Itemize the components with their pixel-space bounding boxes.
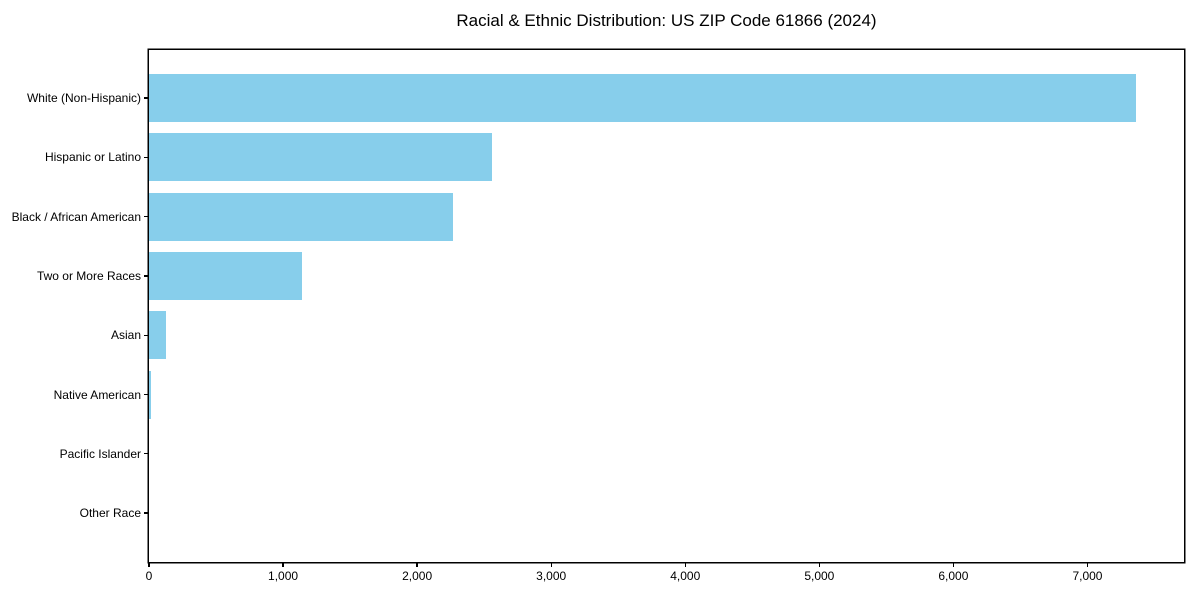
x-tick-label: 1,000 — [268, 569, 299, 583]
y-tick-label: Hispanic or Latino — [44, 150, 141, 165]
y-tick-label: Pacific Islander — [59, 446, 141, 461]
y-tick-mark — [144, 215, 149, 218]
y-tick-mark — [144, 512, 149, 514]
bar-4 — [149, 311, 167, 360]
x-tick-mark — [550, 562, 552, 567]
y-tick-label: Other Race — [79, 506, 141, 521]
x-tick-mark — [282, 562, 284, 567]
x-tick-mark — [684, 562, 686, 567]
x-tick-label: 3,000 — [536, 569, 567, 583]
bar-3 — [149, 251, 302, 300]
x-tick-label: 6,000 — [938, 569, 969, 583]
x-tick-mark — [148, 562, 150, 567]
y-tick-mark — [144, 156, 149, 158]
bar-0 — [149, 74, 1136, 122]
y-tick-mark — [144, 275, 149, 277]
x-tick-label: 7,000 — [1072, 569, 1103, 583]
y-tick-label: Black / African American — [11, 209, 141, 224]
x-tick-mark — [416, 562, 418, 567]
y-tick-mark — [144, 97, 149, 99]
x-tick-mark — [1086, 562, 1089, 567]
plot-area — [149, 50, 1184, 562]
y-tick-mark — [144, 334, 149, 336]
x-tick-label: 2,000 — [402, 569, 433, 583]
chart-title: Racial & Ethnic Distribution: US ZIP Cod… — [456, 11, 877, 30]
bar-5 — [149, 370, 151, 419]
y-tick-mark — [144, 453, 149, 455]
bar-1 — [149, 133, 493, 182]
y-tick-label: Asian — [110, 328, 141, 343]
y-tick-label: White (Non-Hispanic) — [26, 91, 141, 105]
y-tick-label: Two or More Races — [36, 268, 141, 283]
bar-2 — [149, 192, 454, 241]
x-tick-label: 4,000 — [670, 569, 701, 583]
x-tick-mark — [818, 562, 820, 567]
x-tick-label: 5,000 — [804, 569, 835, 583]
x-tick-mark — [952, 562, 955, 567]
y-tick-label: Native American — [53, 387, 141, 402]
x-tick-label: 0 — [145, 569, 153, 583]
y-tick-mark — [144, 393, 149, 396]
